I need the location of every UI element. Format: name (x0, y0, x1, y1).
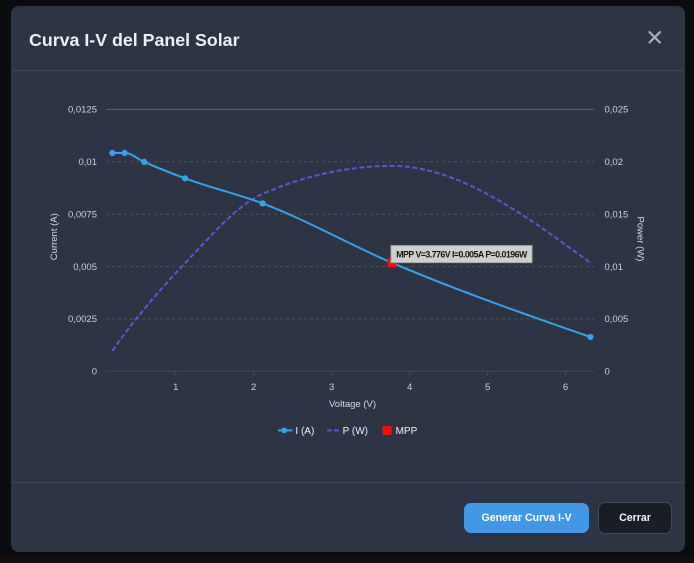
svg-text:0,0025: 0,0025 (68, 314, 97, 325)
svg-text:0,015: 0,015 (605, 209, 629, 220)
svg-text:0,01: 0,01 (79, 157, 98, 168)
svg-text:MPP V=3.776V I=0.005A P=0.0196: MPP V=3.776V I=0.005A P=0.0196W (396, 249, 528, 259)
svg-text:0,0125: 0,0125 (68, 105, 97, 116)
svg-text:MPP: MPP (396, 426, 418, 437)
svg-text:2: 2 (251, 382, 256, 393)
svg-text:0,0075: 0,0075 (68, 209, 97, 220)
svg-text:1: 1 (173, 382, 178, 393)
svg-text:0,025: 0,025 (605, 105, 629, 116)
svg-text:6: 6 (563, 382, 568, 393)
svg-text:0,005: 0,005 (73, 262, 97, 273)
svg-text:Power (W): Power (W) (634, 217, 645, 262)
svg-text:3: 3 (329, 382, 334, 393)
svg-text:I (A): I (A) (295, 426, 314, 437)
svg-text:4: 4 (407, 382, 412, 393)
svg-text:0,02: 0,02 (605, 157, 624, 168)
svg-text:0,01: 0,01 (605, 262, 624, 273)
svg-text:5: 5 (485, 382, 490, 393)
svg-text:0: 0 (92, 367, 97, 378)
svg-text:P (W): P (W) (343, 426, 368, 437)
svg-text:0: 0 (605, 367, 610, 378)
svg-text:Current (A): Current (A) (49, 213, 60, 260)
svg-text:Voltage (V): Voltage (V) (329, 399, 376, 410)
svg-text:0,005: 0,005 (605, 314, 629, 325)
